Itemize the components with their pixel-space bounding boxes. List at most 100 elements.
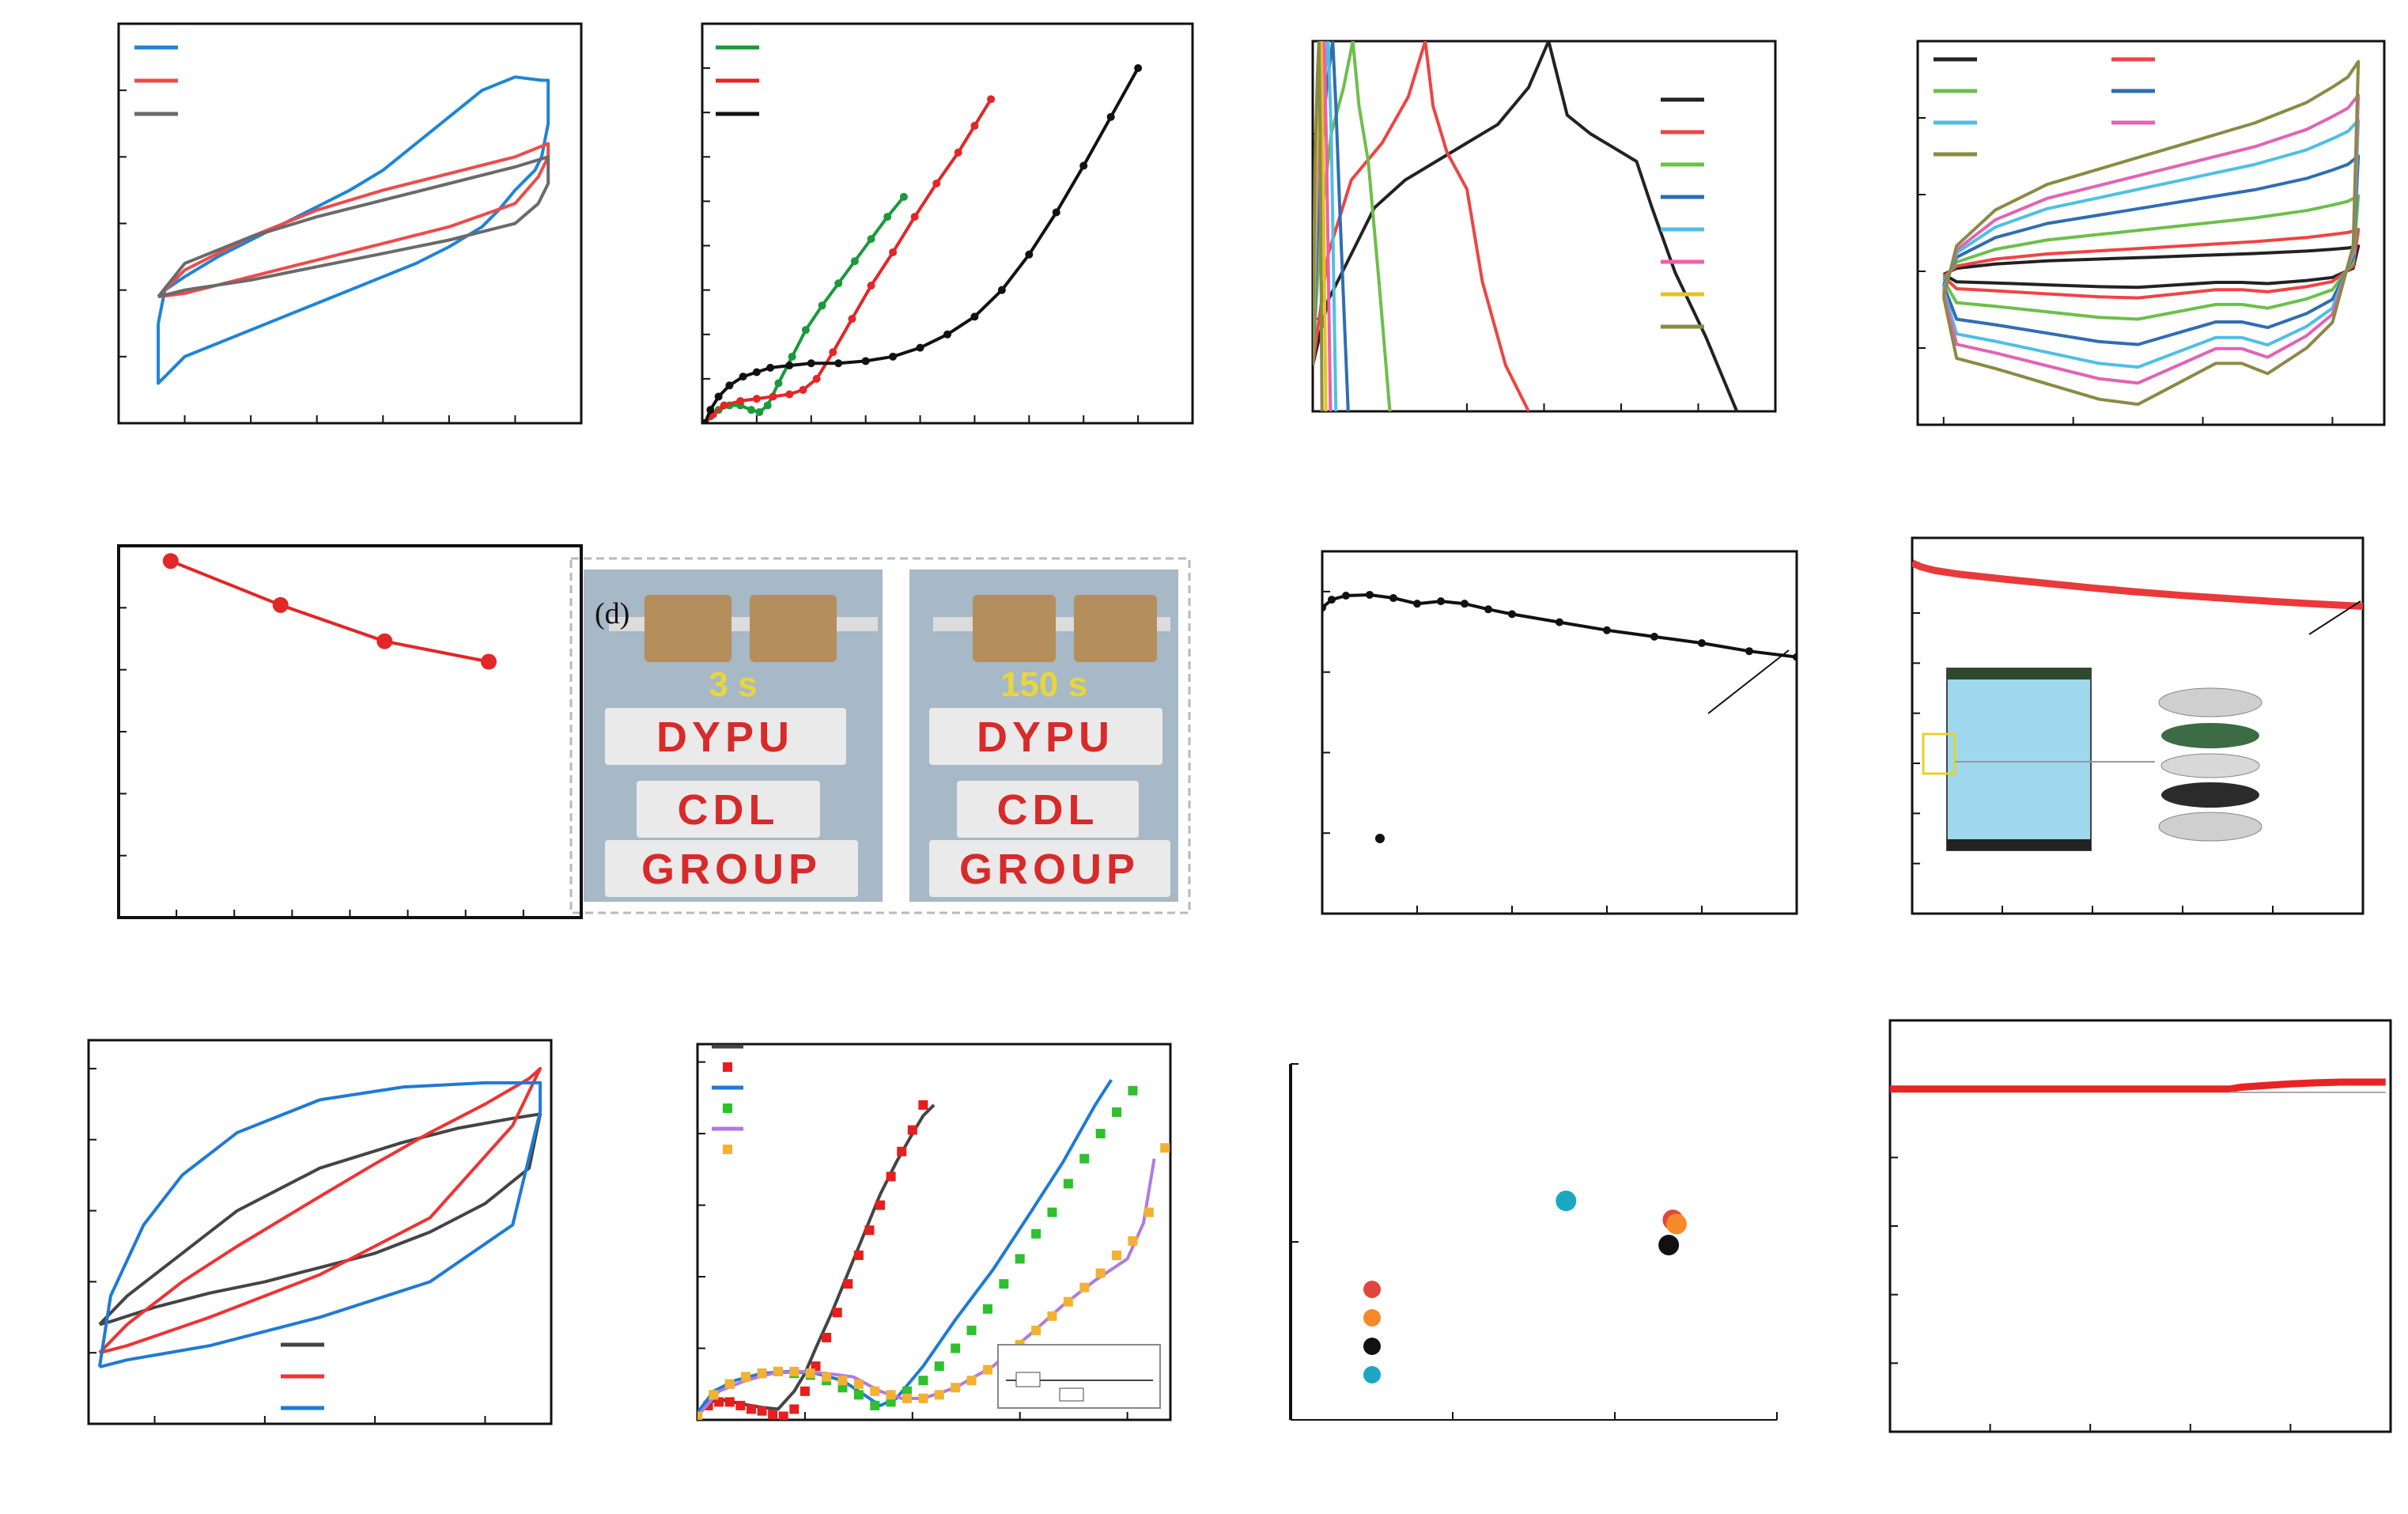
data-marker [889, 248, 898, 256]
series-line-s-doped-go [697, 1079, 1113, 1414]
data-marker [1366, 590, 1374, 599]
fit-marker [870, 1386, 880, 1396]
fit-marker [918, 1100, 928, 1110]
legend-marker [723, 1062, 732, 1072]
legend-marker [723, 1145, 732, 1154]
fit-marker [1112, 1250, 1122, 1260]
chart-l [1888, 1019, 2392, 1433]
legend-marker [1363, 1281, 1381, 1298]
fit-marker [1063, 1179, 1073, 1189]
series-line-10-mv-s-1 [1942, 228, 2361, 300]
data-marker [954, 148, 962, 157]
electrolyte-cell [1946, 668, 2092, 851]
data-marker [702, 419, 709, 423]
series-line-60-mv-s-1 [1941, 59, 2361, 407]
fit-marker [1128, 1236, 1138, 1246]
positive-disc [2158, 687, 2262, 717]
fit-marker [757, 1406, 767, 1416]
fit-marker [800, 1386, 810, 1396]
fit-marker [1095, 1268, 1106, 1278]
fit-marker [1128, 1085, 1138, 1096]
data-marker [910, 213, 919, 221]
left-sign-text-2: CDL [678, 786, 780, 834]
fit-marker [789, 1404, 800, 1414]
series-line-s-doped-go [98, 1066, 542, 1355]
fit-marker [735, 1400, 746, 1410]
fit-marker [1047, 1207, 1057, 1217]
fit-marker [822, 1332, 832, 1342]
series-line-mns-la2s3-go [170, 559, 490, 664]
data-marker [774, 379, 783, 388]
chart-h [1911, 536, 2365, 915]
right-time-label: 150 s [1000, 665, 1087, 704]
negative-disc [2158, 812, 2262, 842]
data-marker [1508, 610, 1516, 619]
fit-marker [918, 1393, 928, 1403]
supercap-right-2 [1074, 595, 1157, 662]
fit-marker [982, 1364, 992, 1375]
right-sign-text-3: GROUP [959, 846, 1140, 893]
sign-left-2 [637, 781, 820, 838]
data-marker [943, 330, 951, 339]
data-marker [766, 363, 775, 372]
left-time-label: 3 s [709, 665, 757, 704]
inset-schematic [1922, 668, 2262, 851]
chart-g [1916, 40, 2386, 426]
data-marker [801, 326, 810, 335]
annotation-arrow [1707, 649, 1790, 714]
sign-right-3 [929, 840, 1170, 897]
series-line-5-mv-s-1 [1942, 244, 2361, 290]
data-marker [1461, 600, 1469, 608]
resistor-r2 [1059, 1387, 1084, 1402]
data-marker [785, 390, 794, 399]
fit-marker [902, 1393, 913, 1403]
series-line-capacitance-retention [1890, 1078, 2386, 1093]
data-marker [706, 406, 715, 414]
fit-marker [709, 1390, 719, 1400]
sign-left-1 [605, 708, 846, 765]
data-marker [1745, 647, 1753, 656]
negative-layer [1947, 839, 2091, 850]
plot-area [1556, 1190, 1687, 1255]
panel-d-label: (d) [595, 597, 629, 630]
fit-marker [853, 1250, 864, 1260]
legend-marker [1363, 1366, 1381, 1383]
series-line-1-a-g-1 [1313, 41, 1739, 411]
data-marker [970, 122, 979, 131]
plot-area [157, 75, 550, 385]
plot-area [702, 64, 1143, 423]
chart-a [117, 22, 583, 425]
fit-marker [870, 1400, 880, 1410]
data-point-ref-33- [1658, 1234, 1680, 1255]
series-line-40-mv-s-1 [1941, 119, 2361, 369]
data-marker [899, 192, 908, 201]
data-marker [916, 343, 924, 352]
fit-marker [724, 1379, 735, 1389]
left-sign-text-1: DYPU [656, 713, 794, 761]
data-marker [861, 357, 870, 365]
fit-marker [768, 1410, 778, 1420]
chart-f [1321, 550, 1798, 915]
data-marker [747, 406, 755, 414]
fit-marker [853, 1390, 864, 1400]
fit-marker [966, 1376, 977, 1386]
fit-marker [746, 1404, 756, 1414]
positive-layer [1947, 668, 2091, 679]
data-marker [1556, 618, 1563, 626]
fit-marker [951, 1343, 961, 1353]
fit-marker [1095, 1129, 1106, 1139]
data-marker [376, 633, 393, 649]
data-marker [272, 596, 289, 613]
legend-marker [723, 1103, 732, 1113]
fit-marker [853, 1379, 864, 1389]
series-line-co2ni1-ldh-go [1912, 559, 2363, 610]
right-sign-text-1: DYPU [977, 713, 1114, 761]
legend-marker [1363, 1338, 1381, 1355]
fit-marker [778, 1411, 788, 1420]
data-marker [1134, 64, 1143, 73]
data-marker [1328, 596, 1336, 604]
series-line-10-a-g-1 [1313, 41, 1350, 411]
data-marker [1322, 604, 1326, 612]
fit-marker [697, 1411, 702, 1420]
